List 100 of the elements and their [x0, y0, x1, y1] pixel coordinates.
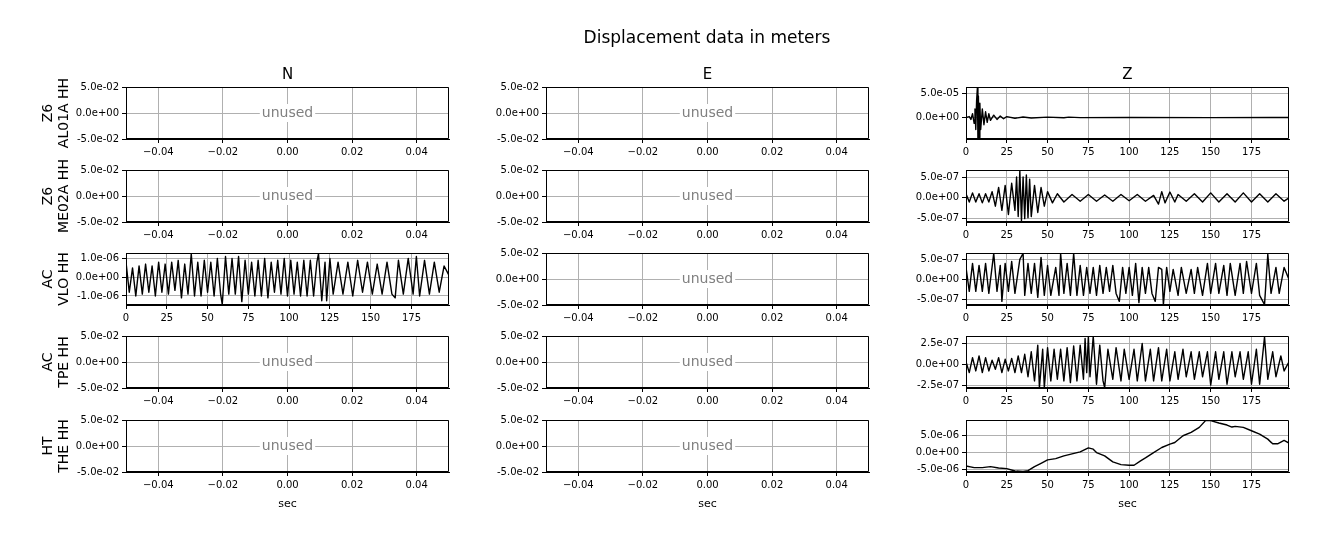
- x-tick-label: 100: [1119, 228, 1139, 240]
- y-tick-label: -5.0e-02: [497, 381, 539, 393]
- y-tick-label: 0.0e+00: [75, 439, 119, 451]
- x-tick-label: 175: [1241, 228, 1262, 240]
- y-tick-label: 0.0e+00: [915, 191, 959, 203]
- x-tick-label: 0.02: [760, 311, 784, 323]
- y-tick-label: -5.0e-02: [497, 132, 539, 144]
- x-tick-label: 175: [1241, 394, 1262, 406]
- y-tick-label: -5.0e-02: [77, 381, 119, 393]
- x-tick-label: −0.04: [142, 394, 174, 406]
- x-tick-label: 100: [1119, 394, 1139, 406]
- x-tick-label: 0.04: [825, 228, 848, 240]
- x-tick-label: 150: [1201, 228, 1221, 240]
- x-tick-label: 25: [1000, 394, 1014, 406]
- y-axis-title: Z6 AL01A HH: [38, 77, 71, 149]
- x-tick-label: 125: [1160, 145, 1180, 157]
- x-tick-label: 0.02: [340, 478, 364, 490]
- x-tick-label: 0.04: [405, 394, 428, 406]
- x-tick-label: 125: [320, 311, 340, 323]
- y-tick-label: -5.0e-02: [497, 298, 539, 310]
- annotation: unused: [261, 186, 314, 203]
- x-tick-label: 75: [241, 311, 255, 323]
- x-axis-title: sec: [1118, 496, 1137, 510]
- x-tick-label: 175: [401, 311, 422, 323]
- y-axis-title: Z6 ME02A HH: [38, 159, 71, 233]
- x-axis-title: sec: [278, 496, 297, 510]
- annotation: unused: [681, 103, 734, 120]
- y-tick-label: 0.0e+00: [495, 439, 539, 451]
- x-tick-label: 0.02: [760, 145, 784, 157]
- x-tick-label: 0.04: [405, 478, 428, 490]
- y-tick-label: 0.0e+00: [75, 270, 119, 282]
- x-tick-label: 0: [962, 228, 970, 240]
- x-tick-label: −0.02: [627, 228, 659, 240]
- x-tick-label: 75: [1081, 228, 1095, 240]
- y-tick-label: -5.0e-07: [917, 292, 959, 304]
- x-tick-label: 175: [1241, 478, 1262, 490]
- x-tick-label: −0.02: [627, 394, 659, 406]
- y-tick-label: -5.0e-06: [917, 462, 959, 474]
- x-tick-label: 100: [1119, 478, 1139, 490]
- y-tick-label: 5.0e-02: [500, 246, 539, 258]
- y-tick-label: 5.0e-02: [500, 329, 539, 341]
- x-tick-label: −0.04: [562, 228, 594, 240]
- x-tick-label: 100: [279, 311, 299, 323]
- x-tick-label: 0.04: [825, 145, 848, 157]
- x-tick-label: 0.02: [340, 394, 364, 406]
- x-tick-label: 175: [1241, 311, 1262, 323]
- y-tick-label: 5.0e-02: [80, 163, 119, 175]
- chart-title: E: [702, 65, 713, 84]
- chart-subtitle: Displacement data in meters: [582, 27, 832, 47]
- x-tick-label: −0.04: [142, 145, 174, 157]
- x-tick-label: 0.00: [696, 228, 719, 240]
- x-tick-label: 0.02: [340, 228, 364, 240]
- x-tick-label: 0: [122, 311, 130, 323]
- y-tick-label: 0.0e+00: [75, 355, 119, 367]
- x-tick-label: 25: [1000, 478, 1014, 490]
- x-tick-label: −0.02: [207, 394, 239, 406]
- x-tick-label: 75: [1081, 311, 1095, 323]
- x-tick-label: 0: [962, 145, 970, 157]
- y-axis-title: HT THE HH: [38, 419, 71, 474]
- x-tick-label: 0.02: [760, 394, 784, 406]
- x-tick-label: 0.02: [340, 145, 364, 157]
- x-tick-label: 150: [1201, 311, 1221, 323]
- annotation: unused: [261, 352, 314, 369]
- x-axis-title: sec: [698, 496, 717, 510]
- annotation: unused: [261, 436, 314, 453]
- x-tick-label: 0.00: [276, 228, 299, 240]
- x-tick-label: 50: [201, 311, 214, 323]
- y-tick-label: 5.0e-02: [80, 413, 119, 425]
- x-tick-label: 0.04: [825, 311, 848, 323]
- x-tick-label: 0.00: [276, 478, 299, 490]
- x-tick-label: 50: [1041, 311, 1054, 323]
- x-tick-label: 125: [1160, 394, 1180, 406]
- y-tick-label: 5.0e-07: [920, 252, 959, 264]
- x-tick-label: 0.00: [696, 145, 719, 157]
- x-tick-label: 0.00: [276, 145, 299, 157]
- y-tick-label: 0.0e+00: [915, 357, 959, 369]
- y-tick-label: 5.0e-07: [920, 170, 959, 182]
- x-tick-label: 0.00: [696, 311, 719, 323]
- y-tick-label: -5.0e-02: [77, 215, 119, 227]
- x-tick-label: 0.04: [405, 145, 428, 157]
- x-tick-label: −0.02: [207, 228, 239, 240]
- x-tick-label: 50: [1041, 394, 1054, 406]
- y-tick-label: -5.0e-02: [77, 465, 119, 477]
- y-tick-label: 0.0e+00: [75, 189, 119, 201]
- x-tick-label: 0.00: [696, 478, 719, 490]
- x-tick-label: 100: [1119, 145, 1139, 157]
- y-tick-label: 0.0e+00: [915, 272, 959, 284]
- x-tick-label: 125: [1160, 311, 1180, 323]
- x-tick-label: 75: [1081, 394, 1095, 406]
- x-tick-label: 75: [1081, 478, 1095, 490]
- x-tick-label: −0.04: [562, 145, 594, 157]
- x-tick-label: 0.04: [825, 478, 848, 490]
- y-tick-label: 5.0e-06: [920, 429, 959, 441]
- y-tick-label: 0.0e+00: [495, 355, 539, 367]
- x-tick-label: 175: [1241, 145, 1262, 157]
- x-tick-label: 0.02: [760, 478, 784, 490]
- y-tick-label: 0.0e+00: [75, 106, 119, 118]
- x-tick-label: 100: [1119, 311, 1139, 323]
- y-tick-label: 5.0e-02: [80, 80, 119, 92]
- x-tick-label: −0.02: [627, 478, 659, 490]
